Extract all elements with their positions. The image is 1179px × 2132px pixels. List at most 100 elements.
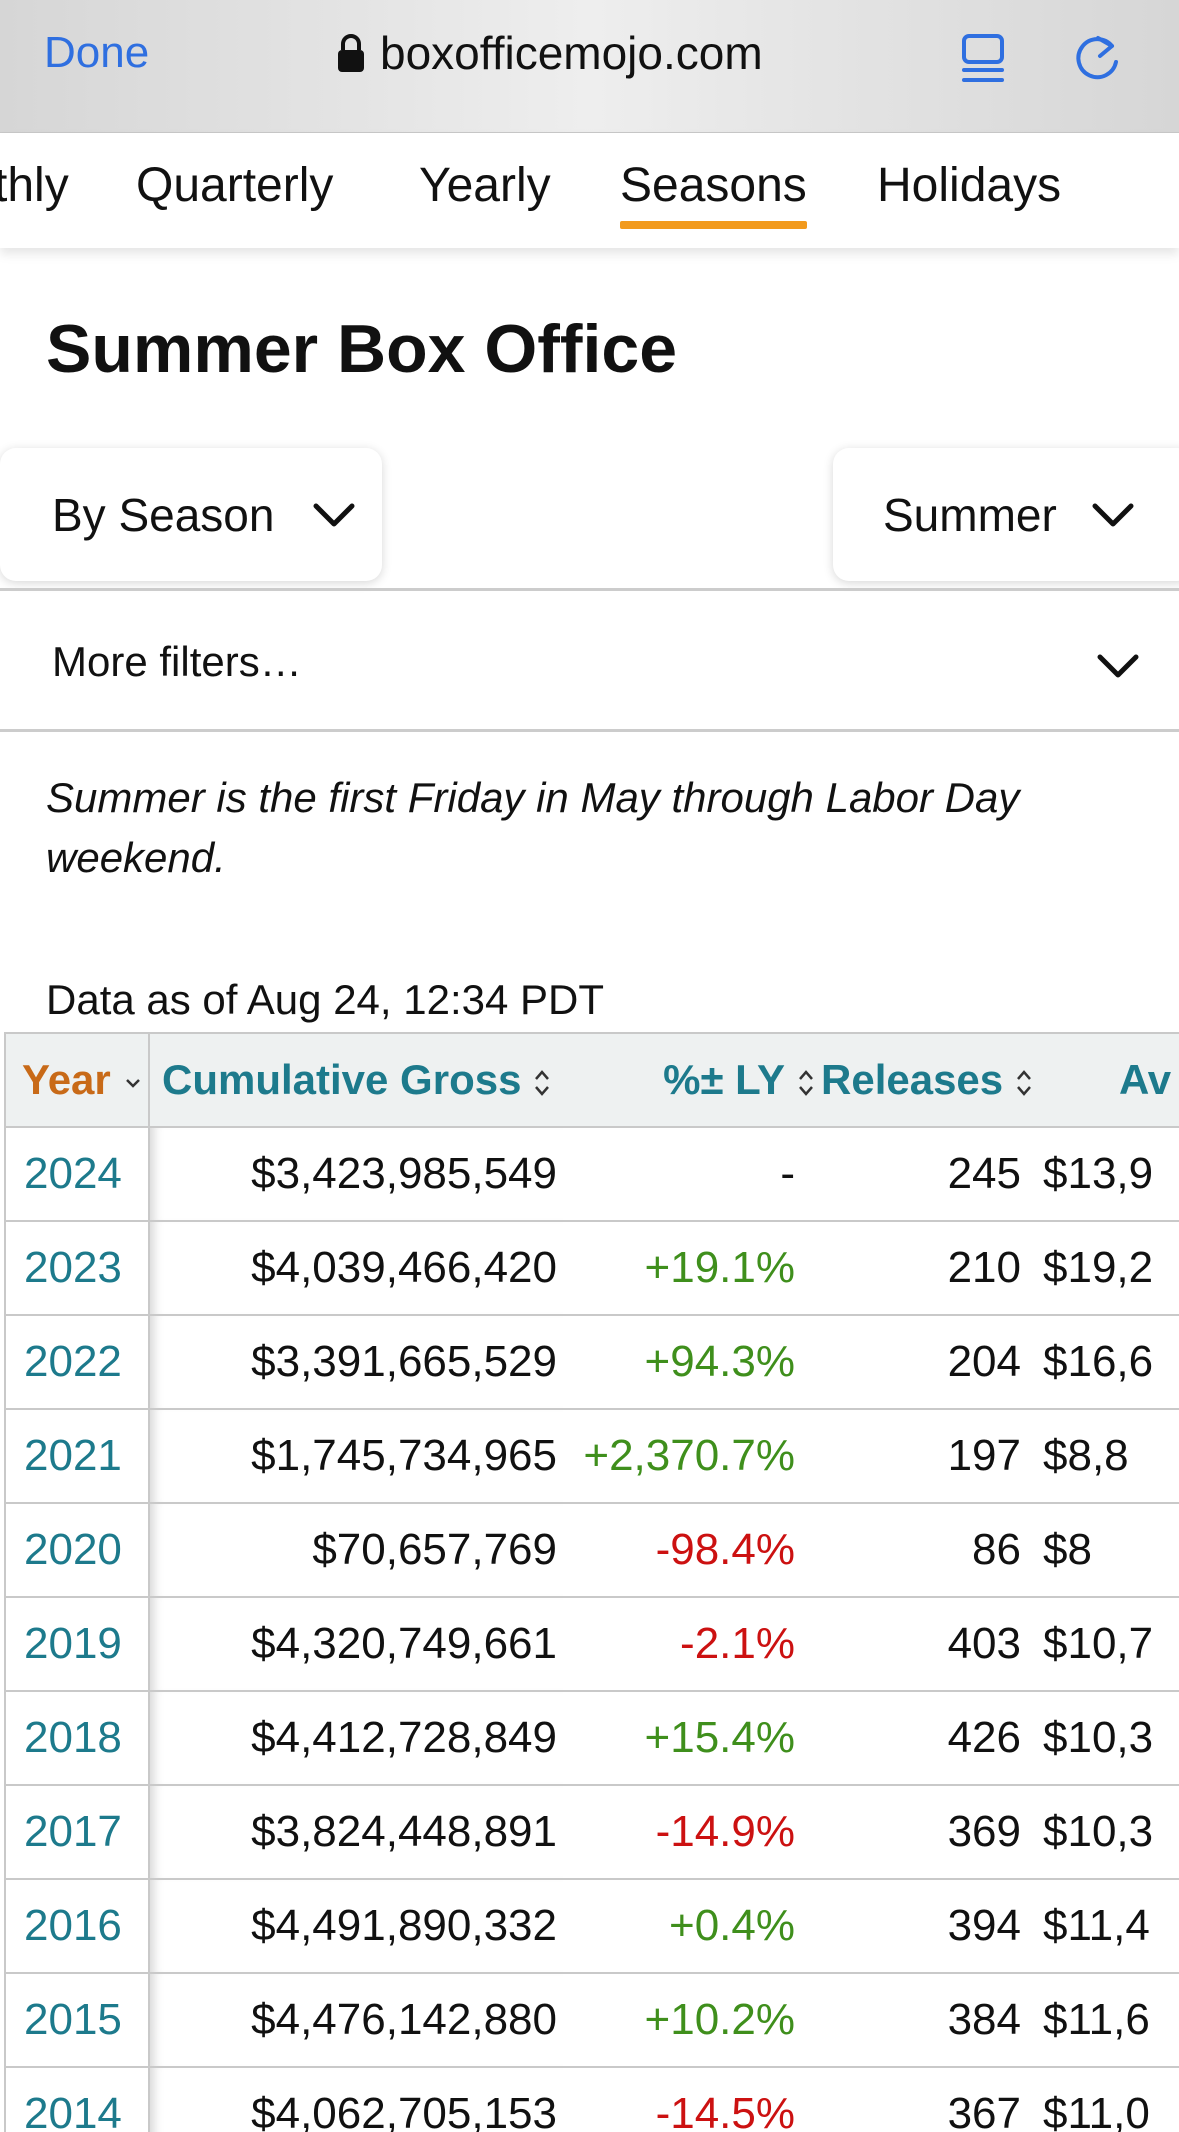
average-cell: $10,7: [1043, 1597, 1179, 1692]
pct-change-cell: -98.4%: [563, 1503, 815, 1598]
page-title: Summer Box Office: [46, 311, 678, 387]
average-cell: $11,6: [1043, 1973, 1179, 2068]
cumulative-gross-cell: $70,657,769: [149, 1503, 563, 1598]
tab-quarterly[interactable]: Quarterly: [136, 159, 334, 212]
tab-seasons[interactable]: Seasons: [620, 159, 807, 229]
column-label: Av: [1119, 1056, 1172, 1103]
year-link[interactable]: 2015: [4, 1973, 150, 2068]
year-link[interactable]: 2020: [4, 1503, 150, 1598]
pct-change-cell: -14.5%: [563, 2067, 815, 2132]
year-link[interactable]: 2018: [4, 1691, 150, 1786]
table-body: 2024 $3,423,985,549-245 $13,9 2023 $4,039,46…: [4, 1127, 1179, 2132]
column-label: %± LY: [663, 1056, 785, 1103]
table-row[interactable]: 2014 $4,062,705,153 -14.5% 367 $11,0: [4, 2067, 1179, 2132]
tab-yearly[interactable]: Yearly: [419, 159, 551, 212]
season-definition-note: Summer is the first Friday in May throug…: [46, 774, 1020, 881]
pct-change-cell: -: [563, 1127, 815, 1222]
average-cell: $8: [1043, 1503, 1179, 1598]
year-link[interactable]: 2019: [4, 1597, 150, 1692]
view-by-value: By Season: [52, 488, 275, 541]
pct-change-cell: -14.9%: [563, 1785, 815, 1880]
season-dropdown[interactable]: Summer: [833, 448, 1179, 581]
sort-icon: [535, 1069, 550, 1096]
pct-change-cell: +0.4%: [563, 1879, 815, 1974]
cumulative-gross-cell: $4,476,142,880: [149, 1973, 563, 2068]
average-cell: $8,8: [1043, 1409, 1179, 1504]
average-cell: $10,3: [1043, 1691, 1179, 1786]
releases-cell: 369: [815, 1785, 1043, 1880]
pct-change-cell: +10.2%: [563, 1973, 815, 2068]
tab-holidays[interactable]: Holidays: [877, 159, 1062, 212]
year-link[interactable]: 2021: [4, 1409, 150, 1504]
releases-cell: 367: [815, 2067, 1043, 2132]
releases-cell: 86: [815, 1503, 1043, 1598]
column-label: Cumulative Gross: [162, 1056, 522, 1103]
table-row[interactable]: 2021 $1,745,734,965 +2,370.7% 197 $8,8: [4, 1409, 1179, 1504]
cumulative-gross-cell: $4,062,705,153: [149, 2067, 563, 2132]
table-row[interactable]: 2020 $70,657,769 -98.4% 86 $8: [4, 1503, 1179, 1598]
releases-cell: 204: [815, 1315, 1043, 1410]
table-row[interactable]: 2016 $4,491,890,332 +0.4% 394 $11,4: [4, 1879, 1179, 1974]
reader-mode-icon[interactable]: [958, 30, 1008, 86]
table-row[interactable]: 2023 $4,039,466,420 +19.1% 210 $19,2: [4, 1221, 1179, 1316]
cumulative-gross-cell: $3,391,665,529: [149, 1315, 563, 1410]
chevron-down-icon[interactable]: [1096, 652, 1140, 680]
url-text: boxofficemojo.com: [380, 27, 763, 79]
column-header-gross[interactable]: Cumulative Gross: [149, 1032, 563, 1128]
data-timestamp: Data as of Aug 24, 12:34 PDT: [46, 976, 605, 1023]
year-link[interactable]: 2017: [4, 1785, 150, 1880]
pct-change-cell: +94.3%: [563, 1315, 815, 1410]
table-row[interactable]: 2018 $4,412,728,849 +15.4% 426 $10,3: [4, 1691, 1179, 1786]
average-cell: $11,0: [1043, 2067, 1179, 2132]
address-bar[interactable]: boxofficemojo.com: [336, 26, 763, 80]
view-by-dropdown[interactable]: By Season: [0, 448, 382, 581]
section-tabs: thly Quarterly Yearly Seasons Holidays: [0, 133, 1179, 248]
cumulative-gross-cell: $3,423,985,549: [149, 1127, 563, 1222]
reload-icon[interactable]: [1072, 30, 1124, 86]
pct-change-cell: -2.1%: [563, 1597, 815, 1692]
column-header-releases[interactable]: Releases: [815, 1032, 1043, 1128]
average-cell: $19,2: [1043, 1221, 1179, 1316]
cumulative-gross-cell: $4,039,466,420: [149, 1221, 563, 1316]
column-label: Releases: [821, 1056, 1004, 1103]
releases-cell: 403: [815, 1597, 1043, 1692]
releases-cell: 245: [815, 1127, 1043, 1222]
cumulative-gross-cell: $4,320,749,661: [149, 1597, 563, 1692]
pct-change-cell: +2,370.7%: [563, 1409, 815, 1504]
column-label: Year: [22, 1056, 111, 1103]
average-cell: $10,3: [1043, 1785, 1179, 1880]
year-link[interactable]: 2022: [4, 1315, 150, 1410]
column-header-year[interactable]: Year: [4, 1032, 150, 1128]
average-cell: $13,9: [1043, 1127, 1179, 1222]
year-link[interactable]: 2014: [4, 2067, 150, 2132]
releases-cell: 394: [815, 1879, 1043, 1974]
lock-icon: [338, 34, 364, 72]
sort-descending-icon: [125, 1079, 140, 1088]
releases-cell: 197: [815, 1409, 1043, 1504]
table-row[interactable]: 2022 $3,391,665,529 +94.3% 204 $16,6: [4, 1315, 1179, 1410]
tab-monthly[interactable]: thly: [0, 159, 69, 212]
sort-icon: [1017, 1069, 1032, 1096]
table-row[interactable]: 2024 $3,423,985,549-245 $13,9: [4, 1127, 1179, 1222]
table-row[interactable]: 2019 $4,320,749,661 -2.1% 403 $10,7: [4, 1597, 1179, 1692]
done-button[interactable]: Done: [44, 28, 150, 77]
chevron-down-icon: [313, 503, 355, 526]
cumulative-gross-cell: $4,491,890,332: [149, 1879, 563, 1974]
box-office-table[interactable]: Year Cumulative Gross %± LY Releases Av …: [4, 1032, 1179, 2132]
year-link[interactable]: 2023: [4, 1221, 150, 1316]
year-link[interactable]: 2024: [4, 1127, 150, 1222]
table-row[interactable]: 2017 $3,824,448,891 -14.9% 369 $10,3: [4, 1785, 1179, 1880]
more-filters-toggle[interactable]: More filters…: [52, 638, 302, 685]
sort-icon: [799, 1069, 813, 1096]
cumulative-gross-cell: $3,824,448,891: [149, 1785, 563, 1880]
column-header-average[interactable]: Av: [1043, 1032, 1179, 1128]
pct-change-cell: +15.4%: [563, 1691, 815, 1786]
table-row[interactable]: 2015 $4,476,142,880 +10.2% 384 $11,6: [4, 1973, 1179, 2068]
season-value: Summer: [883, 488, 1057, 541]
average-cell: $11,4: [1043, 1879, 1179, 1974]
cumulative-gross-cell: $4,412,728,849: [149, 1691, 563, 1786]
browser-toolbar: Done boxofficemojo.com: [0, 0, 1179, 133]
column-header-pct-change[interactable]: %± LY: [563, 1032, 815, 1128]
releases-cell: 426: [815, 1691, 1043, 1786]
year-link[interactable]: 2016: [4, 1879, 150, 1974]
